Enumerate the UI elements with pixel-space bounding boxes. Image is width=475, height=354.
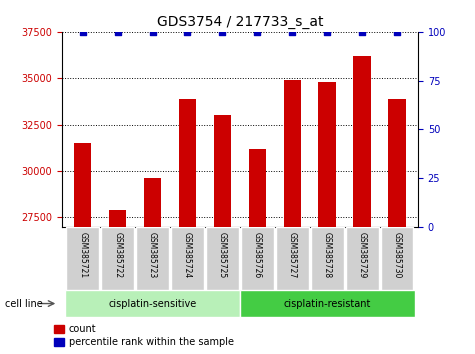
Text: GSM385729: GSM385729 — [358, 232, 367, 278]
Bar — [179, 99, 196, 227]
Bar — [318, 82, 336, 227]
Point — [358, 29, 366, 35]
Bar — [240, 290, 415, 317]
Point — [149, 29, 156, 35]
Bar — [144, 178, 162, 227]
Bar — [311, 227, 343, 290]
Text: cell line: cell line — [5, 298, 42, 309]
Bar — [241, 227, 274, 290]
Bar — [66, 227, 99, 290]
Point — [184, 29, 191, 35]
Text: cisplatin-resistant: cisplatin-resistant — [284, 298, 371, 309]
Bar — [171, 227, 204, 290]
Text: GSM385721: GSM385721 — [78, 232, 87, 278]
Bar — [101, 227, 134, 290]
Bar — [136, 227, 169, 290]
Bar — [346, 227, 379, 290]
Text: GSM385728: GSM385728 — [323, 232, 332, 278]
Bar — [248, 149, 266, 227]
Text: GSM385725: GSM385725 — [218, 232, 227, 278]
Point — [323, 29, 331, 35]
Point — [254, 29, 261, 35]
Bar — [284, 80, 301, 227]
Bar — [206, 227, 239, 290]
Text: GSM385730: GSM385730 — [392, 232, 401, 278]
Text: GSM385723: GSM385723 — [148, 232, 157, 278]
Bar — [276, 227, 309, 290]
Bar — [214, 115, 231, 227]
Text: GSM385726: GSM385726 — [253, 232, 262, 278]
Text: GSM385727: GSM385727 — [288, 232, 297, 278]
Point — [288, 29, 296, 35]
Bar — [109, 210, 126, 227]
Point — [79, 29, 86, 35]
Point — [218, 29, 226, 35]
Bar — [389, 99, 406, 227]
Title: GDS3754 / 217733_s_at: GDS3754 / 217733_s_at — [157, 16, 323, 29]
Bar — [74, 143, 91, 227]
Text: cisplatin-sensitive: cisplatin-sensitive — [108, 298, 197, 309]
Text: GSM385724: GSM385724 — [183, 232, 192, 278]
Text: GSM385722: GSM385722 — [113, 232, 122, 278]
Bar — [380, 227, 413, 290]
Bar — [65, 290, 240, 317]
Point — [393, 29, 401, 35]
Point — [114, 29, 122, 35]
Bar — [353, 56, 371, 227]
Legend: count, percentile rank within the sample: count, percentile rank within the sample — [52, 322, 236, 349]
